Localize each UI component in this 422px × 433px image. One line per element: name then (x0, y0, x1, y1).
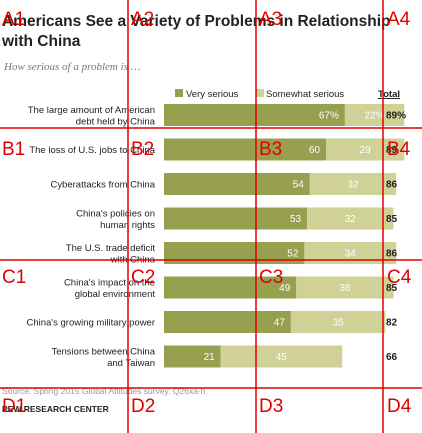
value-label-somewhat-serious-3: 32 (345, 214, 357, 225)
category-label-line: and Taiwan (107, 358, 155, 369)
bar-very-serious-6 (164, 311, 291, 333)
bar-very-serious-7 (164, 345, 221, 368)
category-label-6: China's growing military power (26, 318, 155, 329)
bar-somewhat-serious-1 (326, 138, 405, 161)
category-label-1: The loss of U.S. jobs to China (29, 145, 155, 156)
bar-somewhat-serious-6 (290, 311, 386, 333)
legend-label-very-serious: Very serious (186, 89, 239, 100)
legend-label-somewhat-serious: Somewhat serious (266, 89, 344, 100)
chart-source: Source: Spring 2015 Global Attitudes sur… (2, 386, 208, 396)
legend-swatch-very-serious (175, 89, 183, 97)
category-label-3: China's policies on human rights (76, 208, 155, 231)
grid-cell-label-b1: B1 (2, 139, 25, 160)
value-label-very-serious-2: 54 (293, 180, 305, 191)
bar-very-serious-3 (164, 207, 308, 230)
category-label-line: debt held by China (76, 116, 156, 127)
bar-very-serious-5 (164, 276, 297, 299)
grid-cell-label-b4: B4 (387, 139, 411, 160)
grid-cell-label-c1: C1 (2, 267, 26, 288)
bar-somewhat-serious-3 (307, 207, 394, 230)
total-label-2: 86 (386, 180, 398, 191)
bar-somewhat-serious-4 (304, 242, 397, 264)
category-label-7: Tensions between China and Taiwan (51, 346, 155, 369)
category-label-0: The large amount of American debt held by… (28, 105, 156, 128)
total-label-6: 82 (386, 318, 398, 329)
category-label-line: The U.S. trade deficit (66, 243, 156, 254)
value-label-somewhat-serious-5: 36 (339, 283, 351, 294)
bar-somewhat-serious-0 (344, 104, 405, 126)
bar-very-serious-2 (164, 173, 310, 195)
grid-cell-label-a4: A4 (387, 9, 411, 30)
grid-cell-label-c3: C3 (259, 267, 283, 288)
grid-cell-label-a3: A3 (259, 9, 282, 30)
category-label-line: China's policies on (76, 208, 155, 219)
bar-very-serious-1 (164, 138, 326, 161)
value-label-somewhat-serious-1: 29 (360, 145, 372, 156)
value-label-somewhat-serious-0: 22% (365, 111, 385, 122)
total-label-5: 85 (386, 283, 398, 294)
value-label-somewhat-serious-4: 34 (345, 249, 357, 260)
category-label-line: China's growing military power (26, 318, 155, 329)
total-label-4: 86 (386, 249, 398, 260)
value-label-very-serious-5: 49 (279, 283, 291, 294)
grid-cell-label-b2: B2 (131, 139, 154, 160)
value-label-somewhat-serious-2: 32 (347, 180, 359, 191)
bar-very-serious-0 (164, 104, 345, 126)
value-label-very-serious-3: 53 (290, 214, 302, 225)
chart-rows: The large amount of American debt held by… (26, 104, 406, 369)
chart-organization: PEW RESEARCH CENTER (2, 404, 109, 414)
grid-cell-label-d1: D1 (2, 396, 26, 417)
legend-swatch-somewhat-serious (256, 89, 264, 97)
grid-cell-label-b3: B3 (259, 139, 282, 160)
grid-cell-label-c4: C4 (387, 267, 412, 288)
grid-cell-label-d2: D2 (131, 396, 155, 417)
bar-very-serious-4 (164, 242, 305, 264)
total-label-3: 85 (386, 214, 398, 225)
total-label-1: 89 (386, 145, 398, 156)
category-label-2: Cyberattacks from China (50, 180, 155, 191)
category-label-line: Tensions between China (51, 346, 155, 357)
bar-somewhat-serious-2 (309, 173, 397, 195)
value-label-very-serious-7: 21 (204, 352, 216, 363)
chart-title-line2: with China (1, 33, 81, 50)
category-label-line: China's impact on the (64, 277, 155, 288)
total-label-0: 89% (386, 111, 406, 122)
value-label-very-serious-6: 47 (274, 318, 286, 329)
category-label-line: The large amount of American (28, 105, 155, 116)
grid-cell-label-d4: D4 (387, 396, 412, 417)
grid-cell-label-a1: A1 (2, 9, 25, 30)
chart-subtitle: How serious of a problem is … (3, 61, 141, 73)
value-label-very-serious-4: 52 (287, 249, 299, 260)
total-label-7: 66 (386, 352, 398, 363)
grid-cell-label-d3: D3 (259, 396, 283, 417)
grid-cell-label-a2: A2 (131, 9, 154, 30)
legend-label-total: Total (378, 89, 400, 100)
value-label-somewhat-serious-7: 45 (276, 352, 288, 363)
category-label-4: The U.S. trade deficit with China (66, 243, 156, 265)
chart-title-line1: Americans See a Variety of Problems in R… (2, 13, 391, 30)
value-label-very-serious-0: 67% (319, 111, 339, 122)
value-label-somewhat-serious-6: 35 (333, 318, 345, 329)
bar-somewhat-serious-5 (296, 276, 394, 299)
grid-cell-label-c2: C2 (131, 267, 155, 288)
bar-somewhat-serious-7 (220, 345, 343, 368)
category-label-line: The loss of U.S. jobs to China (29, 145, 155, 156)
value-label-very-serious-1: 60 (309, 145, 321, 156)
category-label-line: global environment (75, 289, 156, 300)
category-label-5: China's impact on the global environment (64, 277, 155, 300)
category-label-line: Cyberattacks from China (50, 180, 155, 191)
